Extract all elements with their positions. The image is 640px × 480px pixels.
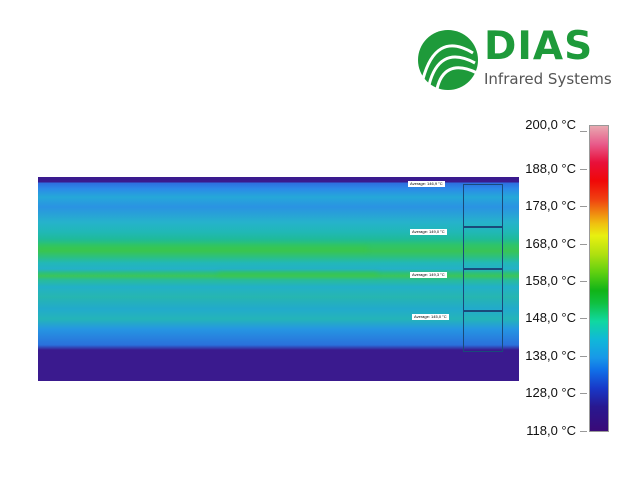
scale-label: 188,0 °C	[525, 161, 576, 176]
scale-label: 138,0 °C	[525, 348, 576, 363]
scale-tick	[580, 169, 587, 170]
roi-average-label: Average: 146,9 °C	[408, 181, 445, 187]
scale-label: 158,0 °C	[525, 273, 576, 288]
roi-average-label: Average: 149,0 °C	[410, 229, 447, 235]
scale-label: 200,0 °C	[525, 117, 576, 132]
dias-logo-mark-icon	[418, 30, 478, 90]
scale-tick	[580, 206, 587, 207]
scale-tick	[580, 244, 587, 245]
scale-tick	[580, 431, 587, 432]
scale-tick	[580, 281, 587, 282]
scale-tick	[580, 393, 587, 394]
roi-average-label: Average: 145,0 °C	[412, 314, 449, 320]
scale-label: 118,0 °C	[526, 423, 576, 438]
scale-tick	[580, 318, 587, 319]
scale-tick	[580, 131, 587, 132]
scale-label: 178,0 °C	[525, 198, 576, 213]
roi-average-label: Average: 149,3 °C	[410, 272, 447, 278]
logo-subtitle: Infrared Systems	[484, 70, 612, 88]
roi-box-4[interactable]	[463, 311, 503, 352]
scale-label: 148,0 °C	[525, 310, 576, 325]
roi-box-1[interactable]	[463, 184, 503, 227]
logo-wordmark: DIAS	[484, 24, 594, 69]
scale-label: 128,0 °C	[525, 385, 576, 400]
thermal-image: Average: 146,9 °C Average: 149,0 °C Aver…	[38, 177, 519, 381]
hot-streak	[218, 272, 378, 276]
dias-logo: DIAS Infrared Systems	[417, 26, 617, 94]
roi-box-3[interactable]	[463, 269, 503, 311]
color-scale-bar	[589, 125, 609, 432]
hot-streak	[38, 247, 368, 251]
scale-tick	[580, 356, 587, 357]
roi-box-2[interactable]	[463, 227, 503, 269]
scale-label: 168,0 °C	[525, 236, 576, 251]
